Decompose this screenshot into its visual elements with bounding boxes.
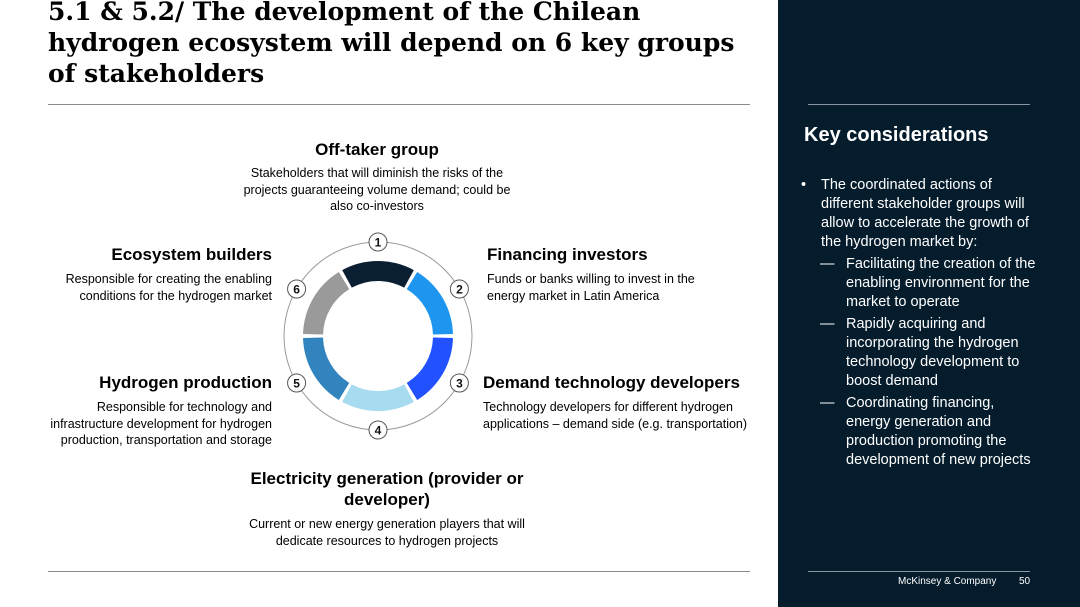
ecosystem-desc: Responsible for creating the enabling co…	[65, 272, 272, 303]
offtaker-desc: Stakeholders that will diminish the risk…	[243, 166, 511, 213]
key-consideration-sub-2: Rapidly acquiring and incorporating the …	[800, 315, 1040, 391]
cycle-badge-2	[449, 279, 469, 299]
electricity-desc: Current or new energy generation players…	[249, 517, 525, 548]
cycle-badge-label-1: 1	[375, 236, 382, 250]
key-consideration-main: The coordinated actions of different sta…	[800, 176, 1040, 252]
title-divider	[48, 104, 750, 105]
financing-desc: Funds or banks willing to invest in the …	[487, 272, 695, 303]
cycle-badge-6	[287, 279, 307, 299]
cycle-badge-label-3: 3	[456, 377, 463, 391]
key-consideration-sub-1: Facilitating the creation of the enablin…	[800, 255, 1040, 312]
cycle-badge-label-5: 5	[293, 377, 300, 391]
key-considerations-list: The coordinated actions of different sta…	[800, 176, 1040, 470]
offtaker-title: Off-taker group	[315, 140, 439, 159]
cycle-badge-3	[449, 373, 469, 393]
demand-desc: Technology developers for different hydr…	[483, 400, 748, 431]
cycle-segment-5	[303, 337, 350, 400]
cycle-badge-label-6: 6	[293, 283, 300, 297]
cycle-segment-1	[342, 261, 414, 288]
cycle-badge-label-4: 4	[375, 424, 382, 438]
production-desc: Responsible for technology and infrastru…	[50, 400, 272, 447]
ecosystem-title: Ecosystem builders	[111, 245, 272, 264]
cycle-segment-2	[406, 272, 453, 335]
cycle-segment-6	[303, 272, 350, 335]
cycle-badge-1	[368, 232, 388, 252]
electricity-title: Electricity generation (provider or deve…	[250, 469, 524, 509]
footer-brand: McKinsey & Company	[898, 576, 997, 587]
financing-title: Financing investors	[487, 245, 648, 264]
production-title: Hydrogen production	[99, 373, 272, 392]
demand-title: Demand technology developers	[483, 373, 740, 392]
cycle-badge-label-2: 2	[456, 283, 463, 297]
stakeholder-cycle-diagram: 1 2 3 4 5 6	[283, 232, 473, 440]
slide-title: 5.1 & 5.2/ The development of the Chilea…	[48, 0, 735, 88]
cycle-segment-3	[406, 337, 453, 400]
key-consideration-sub-3: Coordinating financing, energy generatio…	[800, 394, 1040, 470]
slide-content: 5.1 & 5.2/ The development of the Chilea…	[48, 0, 750, 572]
panel-bottom-divider	[808, 571, 1030, 572]
cycle-badge-4	[368, 420, 388, 440]
key-considerations-title: Key considerations	[804, 124, 989, 146]
panel-top-divider	[808, 104, 1030, 105]
page-number: 50	[1019, 576, 1031, 587]
cycle-badge-5	[287, 373, 307, 393]
footer-divider	[48, 571, 750, 572]
cycle-segment-4	[342, 384, 414, 411]
